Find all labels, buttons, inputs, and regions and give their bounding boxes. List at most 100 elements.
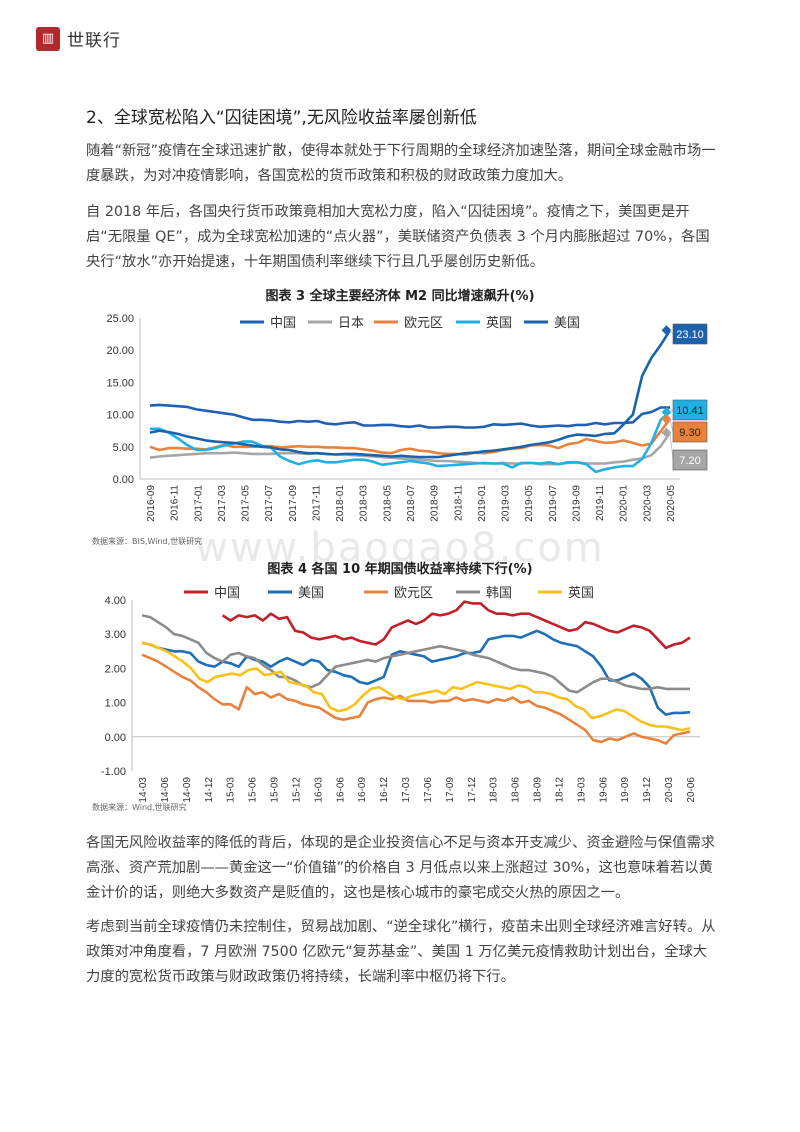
y-tick-label: 3.00: [105, 629, 126, 641]
figure-3-title: 图表 3 全球主要经济体 M2 同比增速飙升(%): [265, 289, 535, 304]
x-tick-label: 2020-03: [664, 777, 675, 802]
x-tick-label: 2018-09: [430, 485, 441, 522]
series-line-2: [149, 418, 672, 456]
x-tick-label: 2018-01: [335, 485, 346, 522]
paragraph-3: 各国无风险收益率的降低的背后，体现的是企业投资信心不足与资本开支减少、资金避险与…: [86, 835, 716, 901]
logo-seal-icon: ▥: [36, 26, 60, 51]
x-tick-label: 2018-06: [511, 777, 522, 802]
bond-yield-chart: -1.00 0.00 1.00 2.00 3.00 4.00 2014-03 2014-06 2…: [101, 586, 700, 802]
callout-box: [672, 399, 708, 421]
callout-leader: [669, 329, 674, 335]
x-tick-label: 2019-11: [595, 485, 606, 521]
x-tick-label: 2018-03: [489, 777, 500, 802]
x-tick-label: 2018-07: [406, 485, 417, 522]
x-tick-label: 2016-09: [357, 777, 368, 802]
x-tick-label: 2016-12: [379, 777, 390, 802]
legend-label: 美国: [554, 316, 580, 331]
x-tick-label: 2017-09: [288, 485, 299, 522]
x-tick-label: 2019-09: [620, 777, 631, 802]
y-tick-label: 25.00: [106, 313, 134, 325]
paragraph-4: 考虑到当前全球疫情仍未控制住，贸易战加剧、“逆全球化”横行，疫苗未出则全球经济难…: [86, 919, 716, 985]
x-tick-label: 2017-06: [423, 777, 434, 802]
callout-label: 9.30: [679, 427, 700, 439]
x-tick-label: 2017-11: [311, 485, 322, 521]
series-line-4: [141, 641, 691, 732]
x-tick-label: 2018-11: [453, 485, 464, 521]
series-line-0: [149, 403, 670, 429]
y-tick-label: 10.00: [106, 410, 134, 422]
end-marker: [661, 414, 672, 425]
x-tick-label: 2020-05: [666, 485, 677, 522]
y-tick-label: 2.00: [105, 663, 126, 675]
y-tick-label: 5.00: [113, 442, 134, 454]
series-line-2: [141, 653, 691, 745]
x-tick-label: 2019-01: [477, 485, 488, 522]
x-tick-label: 2017-12: [467, 777, 478, 802]
x-tick-label: 2016-11: [170, 485, 181, 521]
paragraph-2: 自 2018 年后，各国央行货币政策竟相加大宽松力度，陷入“囚徒困境”。疫情之下…: [86, 204, 710, 270]
y-tick-label: 0.00: [113, 474, 134, 486]
legend-label: 美国: [298, 586, 324, 601]
y-tick-label: -1.00: [101, 766, 126, 778]
series-line-4: [149, 329, 672, 459]
x-tick-label: 2015-03: [226, 777, 237, 802]
x-tick-label: 2020-03: [642, 485, 653, 522]
paragraph-1: 随着“新冠”疫情在全球迅速扩散，使得本就处于下行周期的全球经济加速坠落，期间全球…: [86, 143, 716, 184]
y-tick-label: 1.00: [105, 698, 126, 710]
y-tick-label: 0.00: [105, 732, 126, 744]
brand-name: 世联行: [67, 31, 121, 51]
x-tick-label: 2019-03: [576, 777, 587, 802]
legend-label: 中国: [270, 316, 296, 331]
figure-4-title: 图表 4 各国 10 年期国债收益率持续下行(%): [267, 562, 533, 577]
y-tick-label: 4.00: [105, 595, 126, 607]
x-tick-label: 2019-12: [642, 777, 653, 802]
legend-label: 韩国: [486, 586, 512, 601]
end-marker: [661, 325, 672, 336]
figure-3-source: 数据来源：BIS,Wind,世联研究: [92, 537, 203, 546]
x-tick-label: 2015-06: [248, 777, 259, 802]
callout-box: [672, 449, 708, 471]
x-tick-label: 2017-07: [264, 485, 275, 522]
x-tick-label: 2014-12: [204, 777, 215, 802]
figure-4-source: 数据来源：Wind,世联研究: [92, 803, 187, 812]
x-tick-label: 2018-05: [382, 485, 393, 522]
watermark-url: www.baogao8.com: [195, 525, 605, 571]
series-line-3: [141, 614, 690, 694]
x-tick-label: 2017-03: [401, 777, 412, 802]
x-tick-label: 2019-03: [501, 485, 512, 522]
legend-label: 欧元区: [394, 586, 433, 601]
x-tick-label: 2020-06: [686, 777, 697, 802]
x-tick-label: 2019-06: [598, 777, 609, 802]
callout-box: [672, 421, 708, 443]
x-tick-label: 2014-09: [182, 777, 193, 802]
end-marker: [661, 427, 672, 438]
x-tick-label: 2016-09: [146, 485, 157, 522]
x-tick-label: 2018-12: [554, 777, 565, 802]
series-line-1: [141, 629, 691, 716]
x-tick-label: 2019-09: [571, 485, 582, 522]
x-tick-label: 2019-05: [524, 485, 535, 522]
series-line-0: [221, 600, 691, 650]
x-tick-label: 2017-03: [217, 485, 228, 522]
callout-leader: [669, 419, 674, 433]
brand-logo: ▥ 世联行: [36, 26, 121, 51]
x-tick-label: 2017-01: [193, 485, 204, 522]
x-tick-label: 2016-03: [313, 777, 324, 802]
callout-box: [672, 323, 708, 345]
x-tick-label: 2014-03: [138, 777, 149, 802]
x-tick-label: 2017-05: [241, 485, 252, 522]
m2-growth-chart: 0.00 5.00 10.00 15.00 20.00 25.00 2016-09 2016-…: [106, 313, 708, 522]
x-tick-label: 2020-01: [619, 485, 630, 522]
x-tick-label: 2018-09: [533, 777, 544, 802]
callout-leader: [669, 409, 674, 413]
legend-label: 英国: [568, 586, 594, 601]
x-tick-label: 2016-06: [335, 777, 346, 802]
legend-label: 欧元区: [404, 316, 443, 331]
section-title: 2、全球宽松陷入“囚徒困境”,无风险收益率屡创新低: [86, 108, 477, 128]
x-tick-label: 2014-06: [160, 777, 171, 802]
legend-label: 日本: [338, 316, 364, 331]
end-marker: [661, 407, 672, 417]
x-tick-label: 2015-09: [270, 777, 281, 802]
legend-label: 中国: [214, 586, 240, 601]
x-tick-label: 2017-09: [445, 777, 456, 802]
